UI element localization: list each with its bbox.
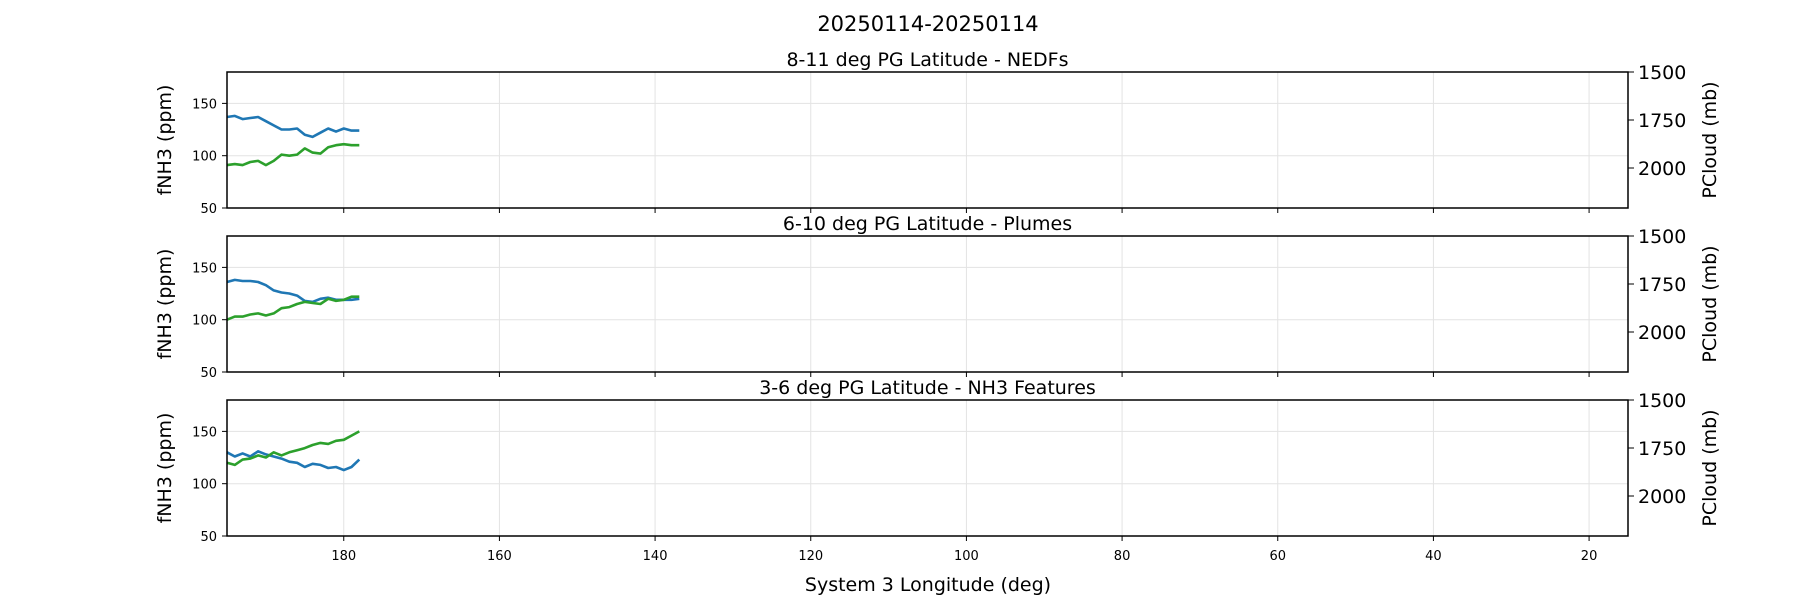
- y2-axis-label: PCloud (mb): [1699, 81, 1721, 198]
- y-axis-label: fNH3 (ppm): [154, 413, 176, 524]
- plot-frame: [226, 235, 1629, 373]
- series-line-1: [226, 278, 360, 304]
- y-tick-label: 50: [200, 202, 217, 217]
- x-tick-label: 140: [643, 549, 668, 564]
- x-tick-label: 60: [1269, 549, 1286, 564]
- y2-tick-label: 1750: [1638, 274, 1686, 296]
- y2-tick-label: 1500: [1638, 226, 1686, 248]
- series-line-2: [226, 142, 360, 167]
- x-tick-label: 80: [1114, 549, 1131, 564]
- panel-3: 3-6 deg PG Latitude - NH3 Features 50 100 1…: [154, 377, 1721, 564]
- y2-tick-label: 1750: [1638, 110, 1686, 132]
- y2-tick-label: 2000: [1638, 322, 1686, 344]
- x-tick-label: 160: [487, 549, 512, 564]
- y-tick-label: 150: [192, 425, 217, 440]
- x-tick-label: 180: [331, 549, 356, 564]
- series-line-2: [226, 430, 360, 467]
- y-tick-label: 150: [192, 97, 217, 112]
- y-tick-label: 50: [200, 530, 217, 545]
- panels: 8-11 deg PG Latitude - NEDFs 50 100 150 1500…: [154, 49, 1721, 564]
- y2-tick-label: 1500: [1638, 62, 1686, 84]
- series-line-2: [226, 295, 360, 321]
- y-tick-label: 50: [200, 366, 217, 381]
- y2-axis-label: PCloud (mb): [1699, 409, 1721, 526]
- panel-1: 8-11 deg PG Latitude - NEDFs 50 100 150 1500…: [154, 49, 1721, 217]
- y-axis-label: fNH3 (ppm): [154, 85, 176, 196]
- series-line-1: [226, 114, 360, 139]
- series-line-1: [226, 449, 361, 472]
- y-tick-label: 100: [192, 478, 217, 493]
- y-tick-label: 100: [192, 150, 217, 165]
- x-tick-label: 20: [1581, 549, 1598, 564]
- plot-frame: [226, 71, 1629, 209]
- panel-2: 6-10 deg PG Latitude - Plumes 50 100 150 150…: [154, 213, 1721, 381]
- panel-title: 3-6 deg PG Latitude - NH3 Features: [759, 377, 1096, 399]
- x-tick-label: 40: [1425, 549, 1442, 564]
- y-axis-label: fNH3 (ppm): [154, 249, 176, 360]
- figure-title: 20250114-20250114: [817, 12, 1038, 36]
- y-tick-label: 150: [192, 261, 217, 276]
- x-tick-label: 120: [798, 549, 823, 564]
- y2-tick-label: 2000: [1638, 158, 1686, 180]
- plot-frame: [226, 399, 1629, 537]
- y2-tick-label: 1500: [1638, 390, 1686, 412]
- y2-axis-label: PCloud (mb): [1699, 245, 1721, 362]
- y-tick-label: 100: [192, 314, 217, 329]
- y2-tick-label: 2000: [1638, 486, 1686, 508]
- x-axis-label: System 3 Longitude (deg): [805, 574, 1051, 596]
- x-tick-label: 100: [954, 549, 979, 564]
- y2-tick-label: 1750: [1638, 438, 1686, 460]
- panel-title: 6-10 deg PG Latitude - Plumes: [783, 213, 1072, 235]
- panel-title: 8-11 deg PG Latitude - NEDFs: [786, 49, 1068, 71]
